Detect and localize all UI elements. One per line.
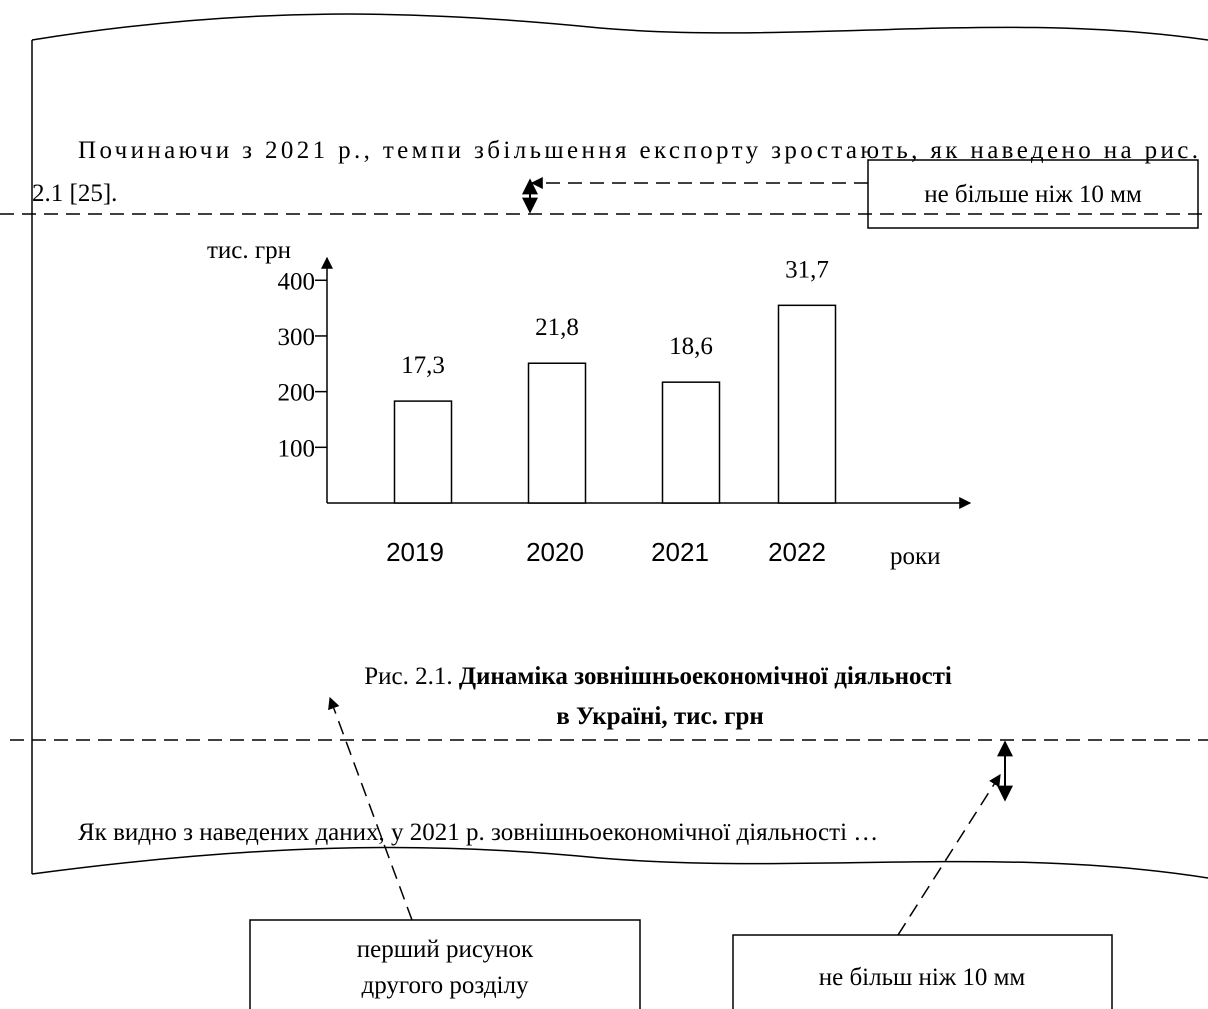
note-box (732, 934, 1113, 1009)
note: не більше ніж 10 мм (924, 181, 1142, 208)
wavy-top (31, 13, 1208, 41)
bar (393, 400, 453, 504)
y-axis-label: тис. грн (207, 237, 291, 264)
pointer (897, 773, 1001, 936)
x-tick-label: 2022 (768, 537, 826, 567)
paragraph: Як видно з наведених даних, у 2021 р. зо… (78, 819, 878, 846)
note: перший рисунок (357, 936, 534, 963)
caption: в Україні, тис. грн (556, 703, 764, 730)
bar-label: 21,8 (535, 314, 579, 341)
paragraph: Починаючи з 2021 р., темпи збільшення ек… (78, 137, 1198, 164)
note: не більш ніж 10 мм (819, 964, 1026, 991)
note: другого розділу (362, 972, 529, 999)
wavy-bottom (31, 846, 1208, 879)
x-tick-label: 2020 (526, 537, 584, 567)
y-tick-label: 300 (278, 324, 316, 351)
note-box (867, 159, 1199, 229)
x-tick-label: 2021 (651, 537, 709, 567)
note-box (249, 919, 641, 1009)
bar (661, 381, 721, 504)
y-tick-label: 100 (278, 435, 316, 462)
x-axis-label: роки (890, 543, 941, 570)
y-tick-label: 200 (278, 380, 316, 407)
chart: тис. грн роки 100 200 300 400 17,3 2019 21,8 2020… (207, 237, 972, 570)
pointer (328, 696, 413, 921)
caption-title: Динаміка зовнішньоекономічної діяльності (459, 663, 952, 690)
y-tick-label: 400 (278, 268, 316, 295)
caption: Рис. 2.1. Динаміка зовнішньоекономічної … (364, 663, 952, 690)
paragraph: 2.1 [25]. (32, 180, 117, 207)
bar-label: 31,7 (785, 256, 829, 283)
bar (777, 304, 837, 504)
bar-label: 17,3 (401, 352, 445, 379)
x-tick-label: 2019 (386, 537, 444, 567)
bar (527, 362, 587, 504)
bar-label: 18,6 (669, 333, 713, 360)
caption-prefix: Рис. 2.1. (364, 663, 459, 690)
